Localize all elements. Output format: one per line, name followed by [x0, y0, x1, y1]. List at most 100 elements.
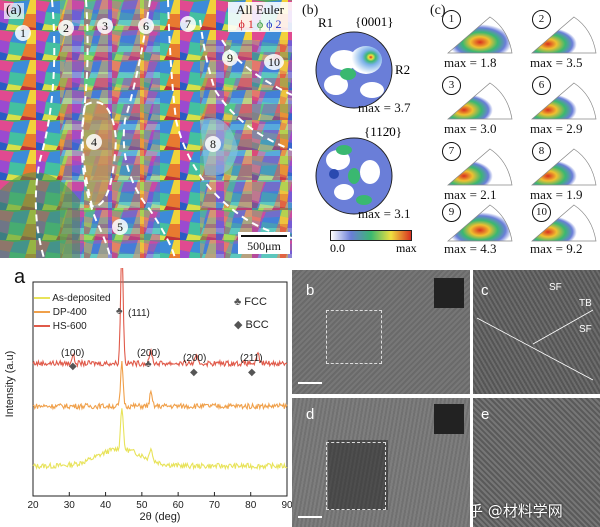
ipf-max-10: max = 9.2	[530, 241, 583, 256]
pole-max-0001: max = 3.7	[358, 100, 411, 115]
plane-label-0001: {0001}	[355, 14, 394, 29]
x-tick-label: 30	[64, 500, 76, 511]
xrd-chart: 20 30 40 50 60 70 80 90	[27, 268, 292, 511]
region-number-7: 7	[180, 16, 196, 32]
legend-dp-400-label: DP-400	[52, 307, 87, 318]
euler-phi2: ϕ 2	[266, 17, 282, 31]
scale-bar-line	[241, 235, 287, 237]
peak-marker-200-fcc: ♣	[145, 359, 152, 370]
ipf-triangle-6	[531, 82, 597, 120]
pole-max-11-20: max = 3.1	[358, 206, 411, 221]
tem-c-sf-2: SF	[579, 324, 592, 335]
peak-label-111: (111)	[128, 308, 150, 319]
inverse-pole-panel: (c) 1 max = 1.8 2 max = 3.5 3 max =	[430, 0, 600, 258]
club-icon: ♣	[234, 296, 242, 308]
tem-c-annotation-lines	[476, 309, 594, 381]
r2-label: R2	[395, 62, 411, 77]
peak-marker-100: ◆	[69, 361, 77, 372]
ipf-number-2: 2	[532, 10, 551, 29]
tem-b-selection-box	[326, 310, 382, 364]
ipf-max-3: max = 3.0	[444, 121, 497, 136]
ipf-triangle-9	[447, 204, 513, 242]
tem-label-e: e	[481, 406, 490, 423]
ipf-number-10: 10	[532, 203, 551, 222]
tem-c-sf-1: SF	[549, 282, 562, 293]
r1-label: R1	[318, 15, 334, 30]
ipf-number-6: 6	[532, 76, 551, 95]
ipf-number-8: 8	[532, 142, 551, 161]
region-number-4: 4	[86, 134, 102, 150]
tem-image-b: b	[292, 270, 470, 394]
phase-legend-bcc: ◆ BCC	[234, 318, 269, 331]
pole-colorbar	[330, 230, 412, 241]
ipf-max-6: max = 2.9	[530, 121, 583, 136]
tem-b-fft-inset	[434, 278, 464, 308]
ipf-max-8: max = 1.9	[530, 187, 583, 202]
ipf-triangle-3	[447, 82, 513, 120]
x-tick-label: 50	[136, 500, 148, 511]
region-number-8: 8	[205, 136, 221, 152]
peak-marker-111: ♣	[116, 306, 123, 317]
ebsd-map-panel: (a) All Euler ϕ 1 ϕ ϕ 2 1 2 3 6 7 9 10 4…	[0, 0, 292, 258]
watermark: 知乎 @材料学网	[473, 502, 563, 520]
ipf-number-7: 7	[442, 142, 461, 161]
region-number-5: 5	[112, 219, 128, 235]
tem-d-dark-grain	[328, 440, 388, 510]
ebsd-map-image	[0, 0, 292, 258]
scale-bar: 500μm	[238, 232, 290, 254]
panel-label-b: (b)	[302, 3, 319, 18]
panel-label-a: (a)	[4, 3, 24, 19]
region-number-6: 6	[138, 18, 154, 34]
peak-label-100: (100)	[61, 348, 85, 359]
ipf-max-7: max = 2.1	[444, 187, 497, 202]
legend-as-deposited-label: As-deposited	[52, 293, 111, 304]
region-number-2: 2	[58, 20, 74, 36]
tem-d-scalebar	[298, 516, 322, 518]
panel-label-c: (c)	[430, 3, 446, 18]
ipf-number-3: 3	[442, 76, 461, 95]
xrd-ylabel: Intensity (a.u)	[4, 350, 16, 418]
tem-image-e: e 知乎 @材料学网	[473, 398, 600, 527]
scale-bar-label: 500μm	[247, 239, 281, 253]
panel-label-xrd: a	[14, 266, 26, 288]
tem-d-fft-inset	[434, 404, 464, 434]
x-tick-label: 70	[209, 500, 221, 511]
pole-figure-11-20	[315, 137, 393, 215]
peak-marker-200-bcc: ◆	[190, 367, 198, 378]
region-number-9: 9	[222, 50, 238, 66]
region-number-1: 1	[15, 25, 31, 41]
legend-hs-600-label: HS-600	[52, 321, 87, 332]
xrd-series-line	[32, 361, 288, 411]
peak-marker-211: ◆	[248, 367, 256, 378]
tem-label-b: b	[306, 282, 315, 299]
ipf-number-1: 1	[442, 10, 461, 29]
phase-fcc-label: FCC	[244, 296, 267, 308]
ipf-max-9: max = 4.3	[444, 241, 497, 256]
ipf-triangle-2	[531, 16, 597, 54]
ipf-max-2: max = 3.5	[530, 55, 583, 70]
tem-label-c: c	[481, 282, 489, 299]
colorbar-min: 0.0	[330, 241, 345, 255]
euler-phi1: ϕ 1	[238, 17, 254, 31]
legend-as-deposited: As-deposited	[34, 293, 111, 304]
region-number-10: 10	[264, 54, 284, 70]
x-tick-label: 80	[245, 500, 257, 511]
euler-legend-title: All Euler	[235, 2, 284, 17]
x-tick-label: 40	[100, 500, 112, 511]
legend-dp-400-swatch	[34, 311, 50, 314]
x-tick-label: 90	[281, 500, 292, 511]
x-tick-label: 20	[27, 500, 39, 511]
ipf-triangle-7	[447, 148, 513, 186]
tem-c-tb: TB	[579, 298, 592, 309]
tem-image-d: d	[292, 398, 470, 527]
peak-label-200-fcc: (200)	[137, 348, 161, 359]
diamond-icon: ◆	[234, 319, 243, 331]
ipf-triangle-10	[531, 204, 597, 242]
pole-figure-0001	[315, 31, 393, 109]
euler-legend: All Euler ϕ 1 ϕ ϕ 2	[228, 2, 292, 32]
x-tick-label: 60	[173, 500, 185, 511]
plane-label-11-20: {112̄0}	[364, 124, 402, 139]
tem-b-scalebar	[298, 382, 322, 384]
pole-figures-panel: (b) R1 {0001} R2 max = 3.7 {112̄0} ma	[300, 0, 430, 258]
ipf-number-9: 9	[442, 203, 461, 222]
